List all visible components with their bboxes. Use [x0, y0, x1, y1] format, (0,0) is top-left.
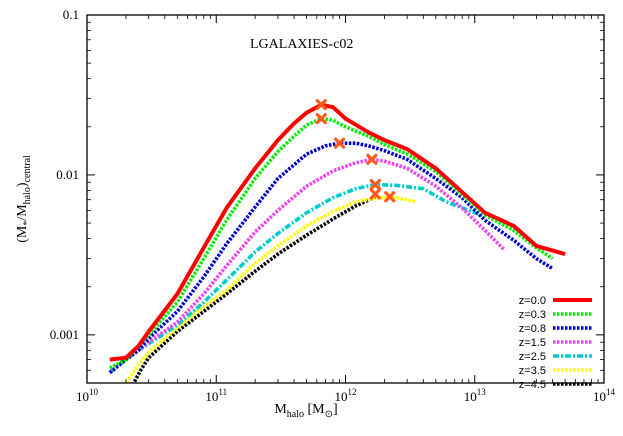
legend: z=0.0 z=0.3 z=0.8 z=1.5 z=2.5 z=3.5 z=4.5 [519, 295, 592, 391]
peak-marker-z=0.8 [333, 137, 346, 149]
marker-layer [315, 99, 396, 203]
legend-label-z=2.5: z=2.5 [519, 351, 546, 363]
peak-marker-z=4.5 [369, 188, 381, 200]
x-tick-label: 1011 [205, 387, 227, 404]
y-tick-label: 0.001 [50, 327, 79, 342]
peak-marker-z=1.5 [366, 153, 378, 166]
x-tick-label: 1013 [464, 387, 487, 404]
x-tick-label: 1010 [76, 387, 99, 404]
x-tick-label: 1014 [593, 387, 616, 404]
panel-annotation: LGALAXIES-c02 [250, 37, 353, 52]
legend-label-z=3.5: z=3.5 [519, 365, 546, 377]
series-layer [108, 102, 566, 383]
series-line-z=2.5 [108, 182, 486, 375]
y-tick-label: 0.01 [56, 167, 79, 182]
peak-marker-z=2.5 [369, 179, 381, 191]
series-line-z=1.5 [108, 157, 506, 375]
legend-label-z=0.0: z=0.0 [519, 295, 546, 307]
legend-label-z=1.5: z=1.5 [519, 337, 546, 349]
series-line-z=4.5 [131, 195, 377, 383]
series-line-z=0.8 [108, 141, 554, 375]
peak-marker-z=3.5 [384, 191, 396, 203]
legend-label-z=4.5: z=4.5 [519, 379, 546, 391]
y-axis-title: (M*/Mhalo)central [15, 155, 33, 243]
legend-label-z=0.8: z=0.8 [519, 323, 546, 335]
legend-label-z=0.3: z=0.3 [519, 309, 546, 321]
peak-marker-z=0.0 [315, 99, 327, 111]
peak-marker-z=0.3 [315, 113, 327, 125]
x-axis-title: Mhalo [M⊙] [274, 402, 337, 420]
y-tick-label: 0.1 [63, 7, 79, 22]
x-tick-label: 1012 [335, 387, 357, 404]
